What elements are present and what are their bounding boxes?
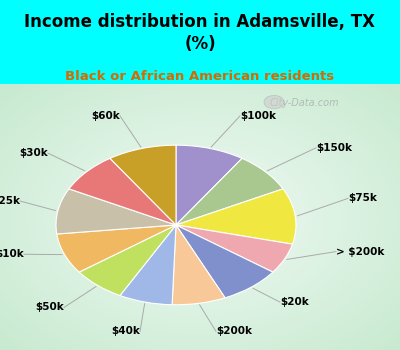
Wedge shape <box>176 158 283 225</box>
Text: City-Data.com: City-Data.com <box>269 98 339 107</box>
Text: $30k: $30k <box>19 148 48 158</box>
Text: $75k: $75k <box>348 194 377 203</box>
Wedge shape <box>110 145 176 225</box>
Text: $200k: $200k <box>216 327 252 336</box>
Text: $125k: $125k <box>0 196 20 206</box>
Wedge shape <box>57 225 176 272</box>
Text: $150k: $150k <box>316 143 352 153</box>
Text: $10k: $10k <box>0 249 24 259</box>
Wedge shape <box>176 225 273 298</box>
Wedge shape <box>176 145 242 225</box>
Wedge shape <box>176 189 296 244</box>
Wedge shape <box>79 225 176 295</box>
Text: $100k: $100k <box>240 111 276 121</box>
Text: $60k: $60k <box>91 111 120 121</box>
Wedge shape <box>69 158 176 225</box>
Wedge shape <box>120 225 176 305</box>
Text: $20k: $20k <box>280 297 309 307</box>
Wedge shape <box>172 225 225 305</box>
Text: > $200k: > $200k <box>336 247 384 257</box>
Wedge shape <box>176 225 292 272</box>
Text: $50k: $50k <box>35 302 64 313</box>
Text: $40k: $40k <box>111 327 140 336</box>
Text: Income distribution in Adamsville, TX
(%): Income distribution in Adamsville, TX (%… <box>24 13 376 53</box>
Text: Black or African American residents: Black or African American residents <box>66 70 334 83</box>
Circle shape <box>264 96 284 109</box>
Wedge shape <box>56 189 176 234</box>
